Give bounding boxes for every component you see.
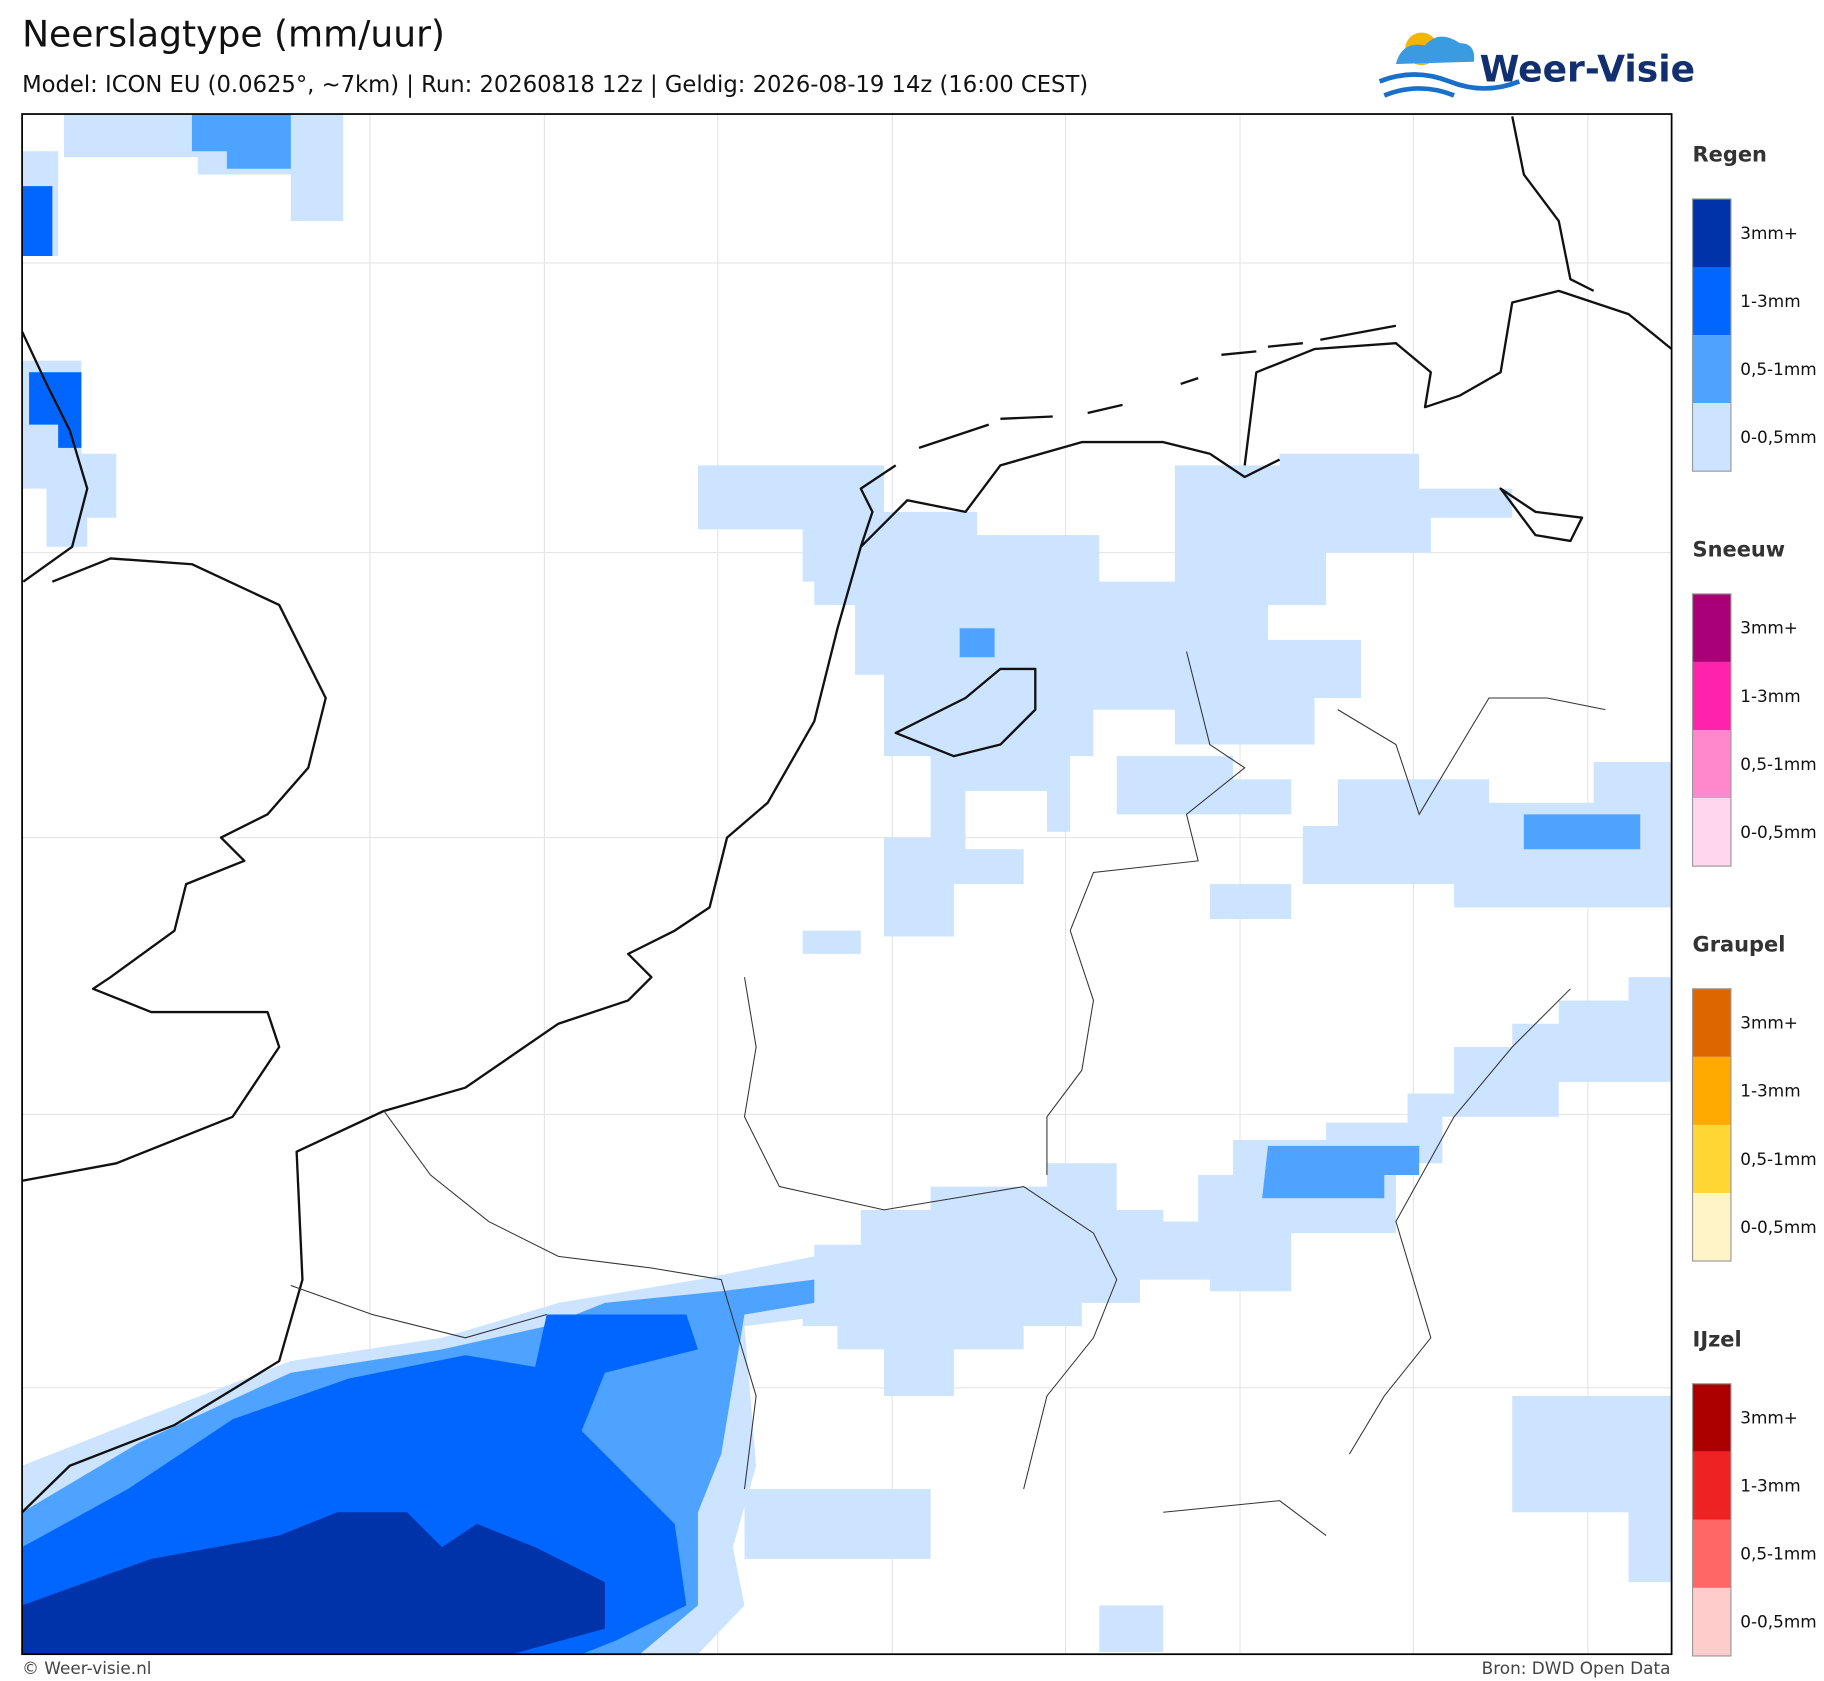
legend-label: 0,5-1mm: [1740, 1149, 1816, 1169]
rain-area: [1262, 1145, 1420, 1199]
legend-label: 0-0,5mm: [1740, 822, 1816, 842]
map-frame: [21, 113, 1673, 1656]
legend-label: 3mm+: [1740, 223, 1798, 243]
map: [21, 113, 1673, 1656]
legend-frame: [1691, 1383, 1732, 1657]
rain-area: [744, 1395, 1672, 1652]
legend-label: 0-0,5mm: [1740, 1217, 1816, 1237]
legend-label: 1-3mm: [1740, 1476, 1800, 1496]
rain-area: [959, 628, 1641, 850]
legend-label: 0,5-1mm: [1740, 1544, 1816, 1564]
rain-area: [697, 453, 1513, 937]
legend-swatch: [1692, 729, 1731, 799]
border: [290, 1284, 547, 1339]
legend: Regen 3mm+ 1-3mm 0,5-1mm 0-0,5mm Sneeuw 3mm+ 1-…: [1691, 143, 1817, 1657]
legend-title: Regen: [1693, 143, 1767, 167]
legend-swatch: [1692, 1587, 1731, 1656]
rain-area: [22, 186, 82, 448]
logo-cloud: [1395, 36, 1475, 65]
legend-frame: [1691, 593, 1732, 867]
rain-area: [756, 977, 1672, 1396]
legend-swatch: [1692, 593, 1731, 662]
legend-swatch: [1692, 403, 1731, 472]
border: [1163, 697, 1606, 1536]
legend-swatch: [1692, 1519, 1731, 1588]
rain-area: [191, 114, 291, 169]
border: [383, 1110, 757, 1490]
legend-swatch: [1692, 1124, 1731, 1193]
islands: [859, 324, 1397, 548]
title: Neerslagtype (mm/uur): [22, 14, 445, 56]
precipitation: [22, 114, 1672, 1655]
legend-label: 0,5-1mm: [1740, 754, 1816, 774]
legend-frame: [1691, 198, 1732, 472]
legend-label: 3mm+: [1740, 1408, 1798, 1428]
legend-title: Sneeuw: [1693, 538, 1786, 562]
legend-label: 3mm+: [1740, 618, 1798, 638]
legend-label: 0-0,5mm: [1740, 427, 1816, 447]
legend-label: 1-3mm: [1740, 291, 1800, 311]
legend-label: 1-3mm: [1740, 686, 1800, 706]
legend-label: 3mm+: [1740, 1013, 1798, 1033]
legend-label: 1-3mm: [1740, 1081, 1800, 1101]
legend-swatch: [1692, 661, 1731, 730]
legend-frame: [1691, 988, 1732, 1262]
legend-title: Graupel: [1693, 933, 1786, 957]
legend-swatch: [1692, 267, 1731, 336]
coastlines: [22, 116, 1672, 1514]
rain-area: [802, 761, 1672, 954]
borders: [290, 651, 1606, 1536]
logo-waves: [1378, 72, 1521, 98]
legend-swatch: [1692, 335, 1731, 404]
legend-swatch: [1692, 1056, 1731, 1125]
legend-swatch: [1692, 1383, 1731, 1452]
coastline: [22, 331, 89, 583]
subtitle: Model: ICON EU (0.0625°, ~7km) | Run: 20…: [22, 72, 1088, 98]
legend-swatch: [1692, 198, 1731, 268]
footer-left: © Weer-visie.nl: [22, 1658, 151, 1678]
logo-text: Weer-Visie: [1480, 48, 1695, 90]
legend-swatch: [1692, 1451, 1731, 1520]
island: [1499, 487, 1584, 543]
coastline: [22, 440, 1281, 1514]
footer-right: Bron: DWD Open Data: [1482, 1658, 1671, 1678]
legend-swatch: [1692, 798, 1731, 867]
border: [1046, 651, 1246, 1175]
ijsselmeer: [894, 667, 1037, 758]
legend-swatch: [1692, 988, 1731, 1057]
legend-label: 0-0,5mm: [1740, 1612, 1816, 1632]
coastline: [22, 557, 327, 1182]
legend-label: 0,5-1mm: [1740, 359, 1816, 379]
legend-title: IJzel: [1693, 1328, 1742, 1352]
coastline: [1243, 289, 1672, 466]
logo: Weer-Visie: [1378, 32, 1695, 98]
rain-area: [22, 1512, 605, 1655]
coastline: [1511, 116, 1595, 292]
legend-swatch: [1692, 1192, 1731, 1262]
border: [743, 977, 1118, 1490]
